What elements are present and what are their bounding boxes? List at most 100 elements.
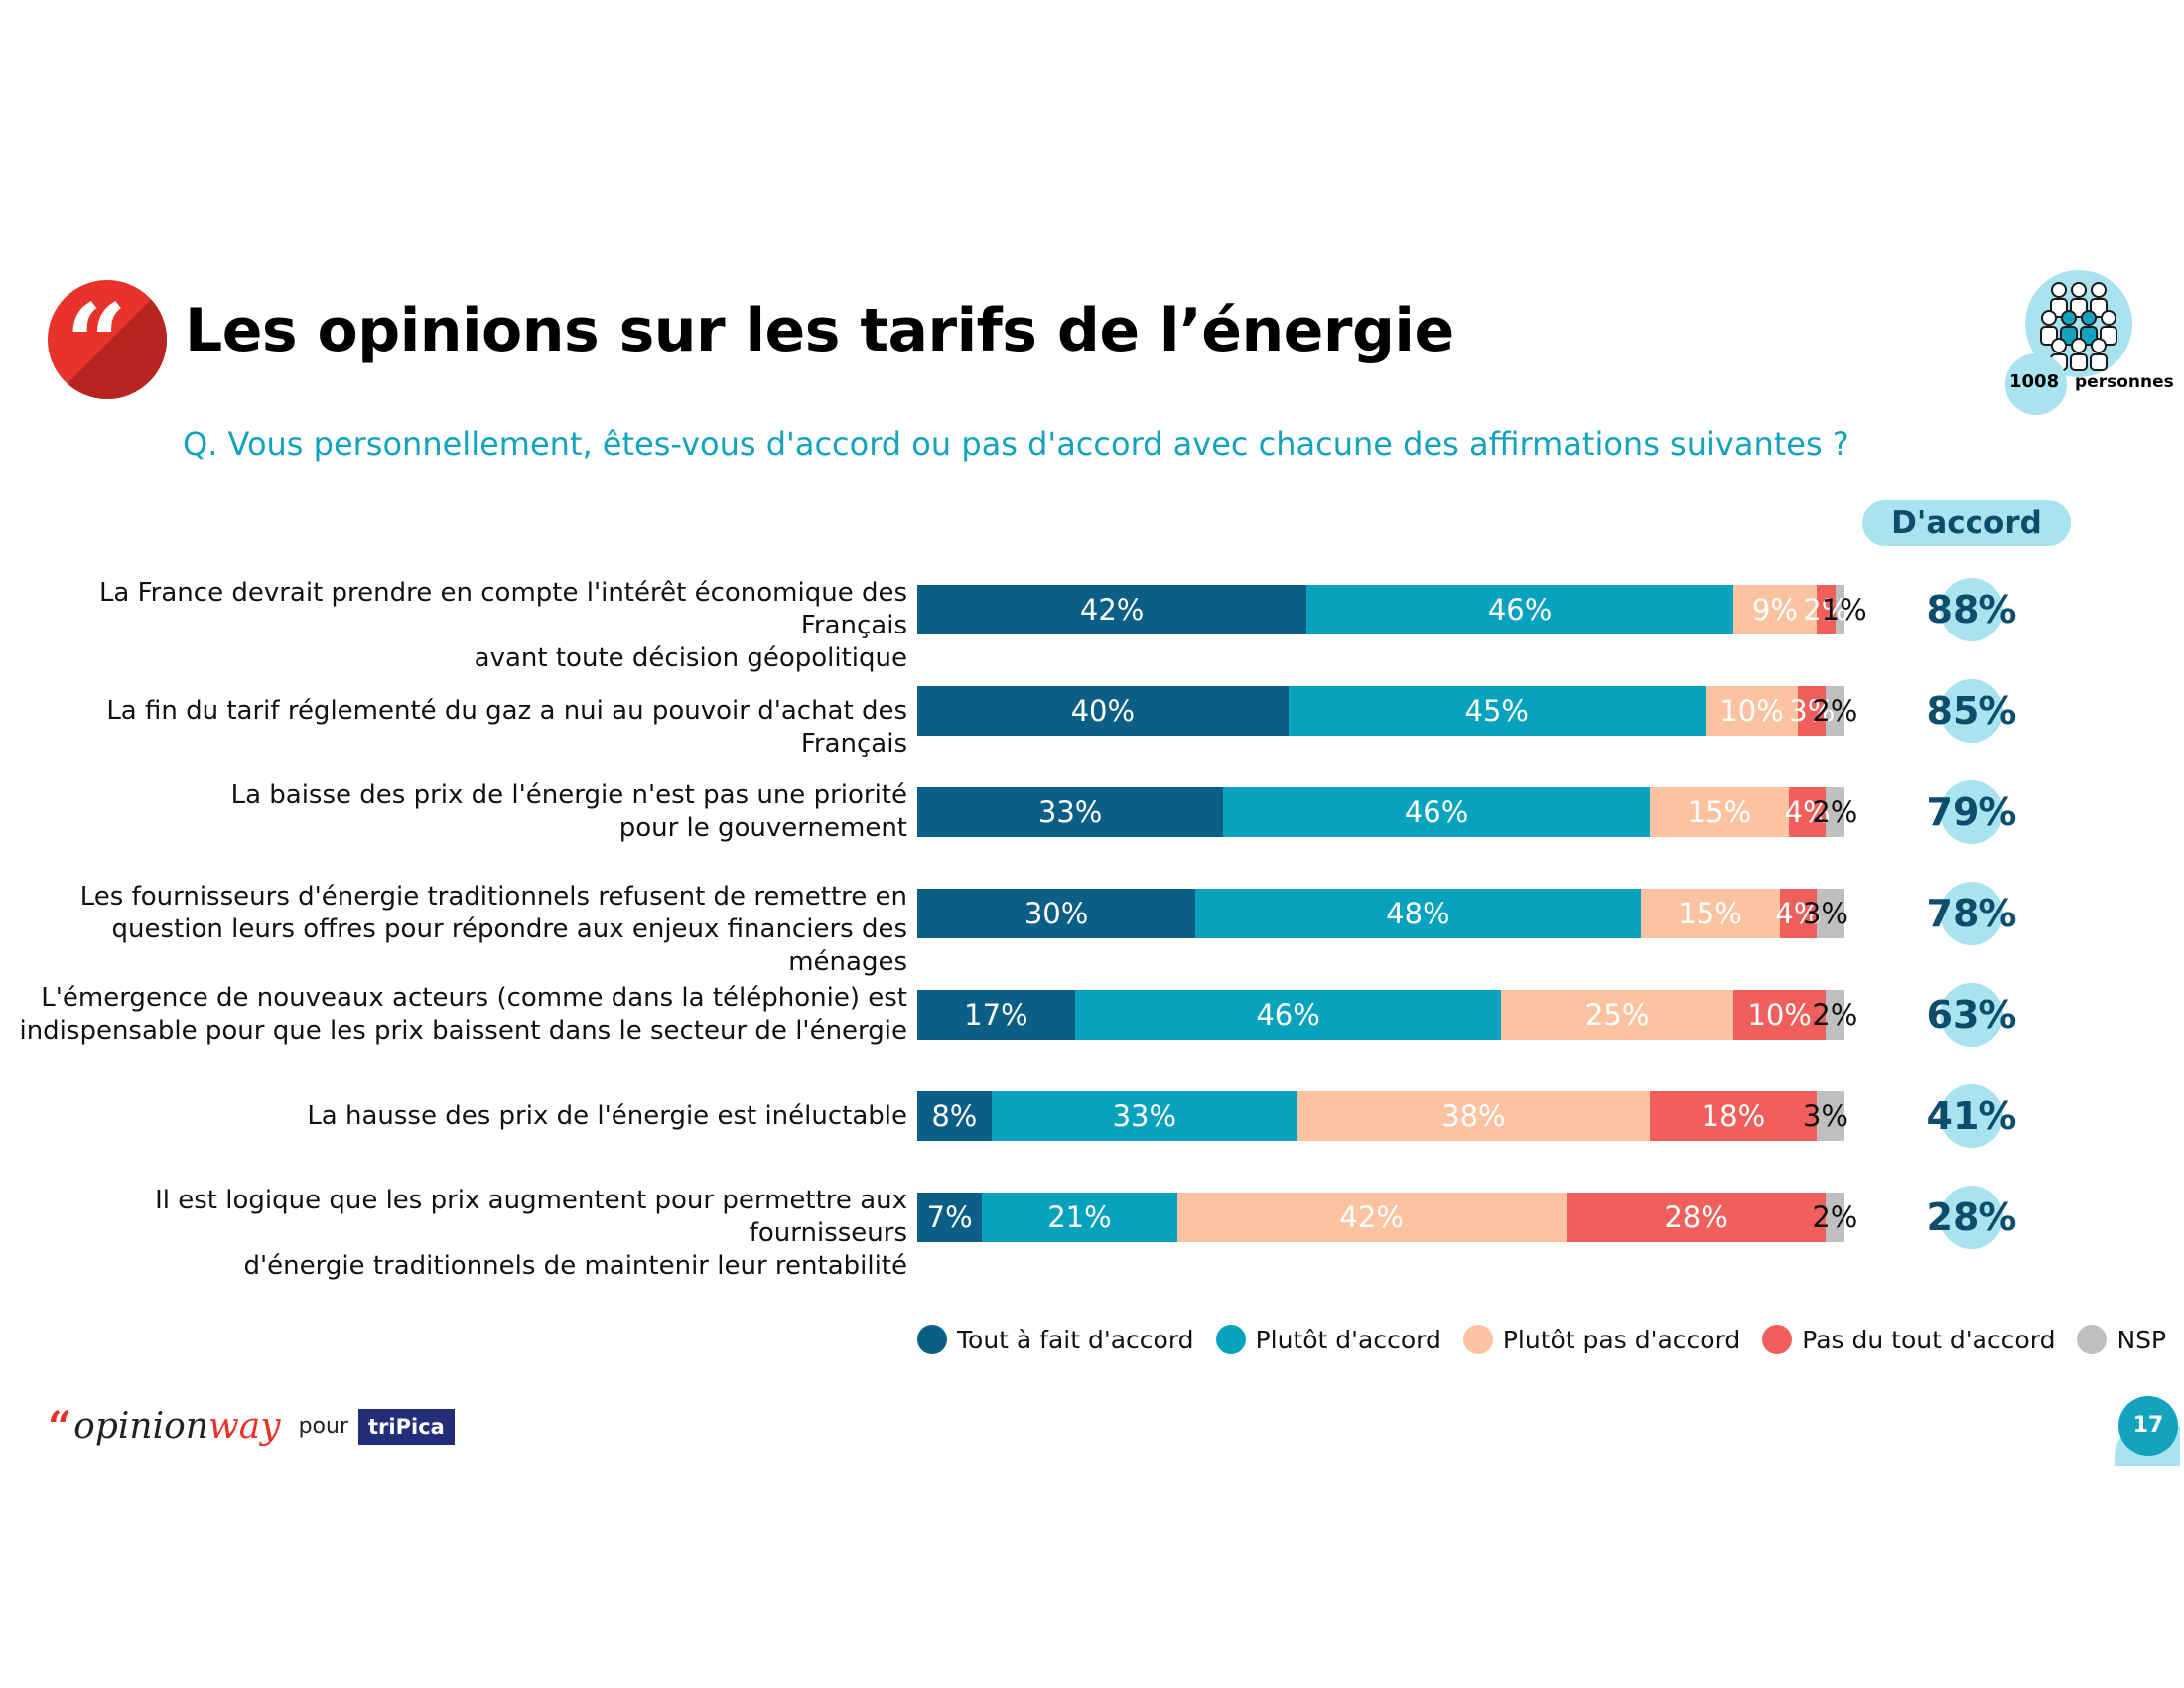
segment-value-label: 46% bbox=[1487, 593, 1553, 627]
segment-value-label: 3% bbox=[1789, 694, 1836, 728]
segment-value-label: 17% bbox=[964, 998, 1028, 1032]
agree-total-value: 28% bbox=[1926, 1196, 2017, 1239]
bar-segment bbox=[1788, 787, 1827, 837]
bar-segment bbox=[1640, 889, 1780, 938]
pour-text: pour bbox=[298, 1414, 349, 1439]
bar-segment bbox=[917, 889, 1196, 938]
segment-value-label: 15% bbox=[1678, 897, 1742, 930]
survey-question: Q. Vous personnellement, êtes-vous d'acc… bbox=[183, 425, 1849, 463]
bar-segment bbox=[917, 990, 1075, 1040]
agree-total-circle bbox=[1940, 780, 2003, 844]
bar-segment bbox=[991, 1091, 1297, 1141]
row-label-line: Les fournisseurs d'énergie traditionnels… bbox=[79, 882, 907, 912]
row-label-line: Il est logique que les prix augmentent p… bbox=[155, 1186, 907, 1248]
stacked-bar bbox=[917, 990, 1844, 1040]
stacked-bar bbox=[917, 889, 1844, 938]
agree-total-circle bbox=[1940, 983, 2003, 1047]
segment-value-label: 42% bbox=[1079, 593, 1145, 627]
agree-total-circle bbox=[1940, 1084, 2003, 1148]
nsp-value-label: 2% bbox=[1812, 795, 1858, 829]
bar-segment bbox=[917, 686, 1289, 736]
agree-total-value: 63% bbox=[1926, 993, 2017, 1037]
segment-value-label: 4% bbox=[1784, 795, 1831, 829]
bar-segment bbox=[1649, 787, 1789, 837]
legend-item: Pas du tout d'accord bbox=[1762, 1325, 2055, 1354]
stacked-bar bbox=[917, 1091, 1844, 1141]
bar-segment bbox=[1816, 889, 1844, 938]
bar-segment bbox=[1816, 1091, 1844, 1141]
bar-segment bbox=[982, 1193, 1177, 1242]
segment-value-label: 9% bbox=[1751, 593, 1798, 627]
legend-swatch bbox=[2077, 1325, 2108, 1354]
bar-segment bbox=[1826, 787, 1844, 837]
bar-segment bbox=[1732, 585, 1817, 634]
segment-value-label: 46% bbox=[1404, 795, 1469, 829]
stacked-bar bbox=[917, 585, 1844, 634]
bar-segment bbox=[1195, 889, 1641, 938]
agree-total-circle bbox=[1940, 679, 2003, 743]
bar-segment bbox=[1826, 1193, 1844, 1242]
nsp-value-label: 1% bbox=[1821, 593, 1867, 627]
row-label: L'émergence de nouveaux acteurs (comme d… bbox=[14, 982, 907, 1048]
row-label-line: La baisse des prix de l'énergie n'est pa… bbox=[230, 780, 907, 810]
bar-segment bbox=[1835, 585, 1844, 634]
page-number-badge: 17 bbox=[2115, 1396, 2180, 1466]
legend-label: NSP bbox=[2116, 1325, 2167, 1354]
bar-segment bbox=[1288, 686, 1706, 736]
nsp-value-label: 3% bbox=[1802, 1099, 1848, 1133]
legend-swatch bbox=[1762, 1325, 1793, 1354]
segment-value-label: 46% bbox=[1256, 998, 1320, 1032]
row-label-line: question leurs offres pour répondre aux … bbox=[111, 914, 907, 977]
bar-segment bbox=[1501, 990, 1733, 1040]
row-label-line: La fin du tarif réglementé du gaz a nui … bbox=[106, 695, 907, 759]
legend-label: Plutôt pas d'accord bbox=[1502, 1325, 1741, 1354]
bar-segment bbox=[1816, 585, 1836, 634]
nsp-value-label: 2% bbox=[1812, 694, 1858, 728]
row-label: La fin du tarif réglementé du gaz a nui … bbox=[14, 695, 907, 761]
bar-segment bbox=[1705, 686, 1799, 736]
segment-value-label: 33% bbox=[1037, 795, 1103, 829]
page-title: Les opinions sur les tarifs de l’énergie bbox=[185, 296, 1454, 365]
bar-segment bbox=[1798, 686, 1827, 736]
bar-segment bbox=[917, 1091, 992, 1141]
agree-total-circle bbox=[1940, 578, 2003, 641]
tripica-logo: triPica bbox=[358, 1408, 455, 1445]
segment-value-label: 40% bbox=[1070, 694, 1136, 728]
legend-item: Plutôt pas d'accord bbox=[1462, 1325, 1741, 1354]
legend-swatch bbox=[1215, 1325, 1246, 1354]
legend-swatch bbox=[917, 1325, 947, 1354]
bar-segment bbox=[1176, 1193, 1567, 1242]
legend-label: Tout à fait d'accord bbox=[957, 1325, 1194, 1354]
agree-total-circle bbox=[1940, 882, 2003, 945]
bar-segment bbox=[1306, 585, 1733, 634]
bar-segment bbox=[1732, 990, 1827, 1040]
segment-value-label: 18% bbox=[1701, 1099, 1766, 1133]
bar-segment bbox=[917, 787, 1224, 837]
row-label: Les fournisseurs d'énergie traditionnels… bbox=[14, 881, 907, 979]
sample-size-badge: 1008 personnes bbox=[2005, 260, 2174, 415]
segment-value-label: 42% bbox=[1339, 1200, 1404, 1234]
legend-item: Plutôt d'accord bbox=[1215, 1325, 1441, 1354]
legend-swatch bbox=[1462, 1325, 1493, 1354]
segment-value-label: 4% bbox=[1775, 897, 1822, 930]
footer-logos: “ opinion way pour triPica bbox=[48, 1402, 455, 1451]
row-label-line: d'énergie traditionnels de maintenir leu… bbox=[243, 1251, 907, 1281]
bar-segment bbox=[1223, 787, 1650, 837]
page-number: 17 bbox=[2132, 1413, 2164, 1438]
bar-segment bbox=[917, 585, 1307, 634]
segment-value-label: 8% bbox=[931, 1099, 978, 1133]
nsp-value-label: 2% bbox=[1812, 1200, 1858, 1234]
row-label: Il est logique que les prix augmentent p… bbox=[14, 1185, 907, 1283]
row-label-line: La France devrait prendre en compte l'in… bbox=[98, 578, 907, 640]
row-label-line: indispensable pour que les prix baissent… bbox=[19, 1016, 907, 1046]
bar-segment bbox=[1826, 990, 1844, 1040]
segment-value-label: 28% bbox=[1664, 1200, 1728, 1234]
opinionway-logo-part1: opinion bbox=[73, 1406, 208, 1447]
row-label-line: L'émergence de nouveaux acteurs (comme d… bbox=[41, 983, 907, 1013]
segment-value-label: 45% bbox=[1464, 694, 1529, 728]
stacked-bar bbox=[917, 1193, 1844, 1242]
segment-value-label: 10% bbox=[1719, 694, 1784, 728]
chart-legend: Tout à fait d'accord Plutôt d'accord Plutô… bbox=[917, 1325, 2184, 1354]
bar-segment bbox=[1566, 1193, 1827, 1242]
nsp-value-label: 3% bbox=[1802, 897, 1848, 930]
